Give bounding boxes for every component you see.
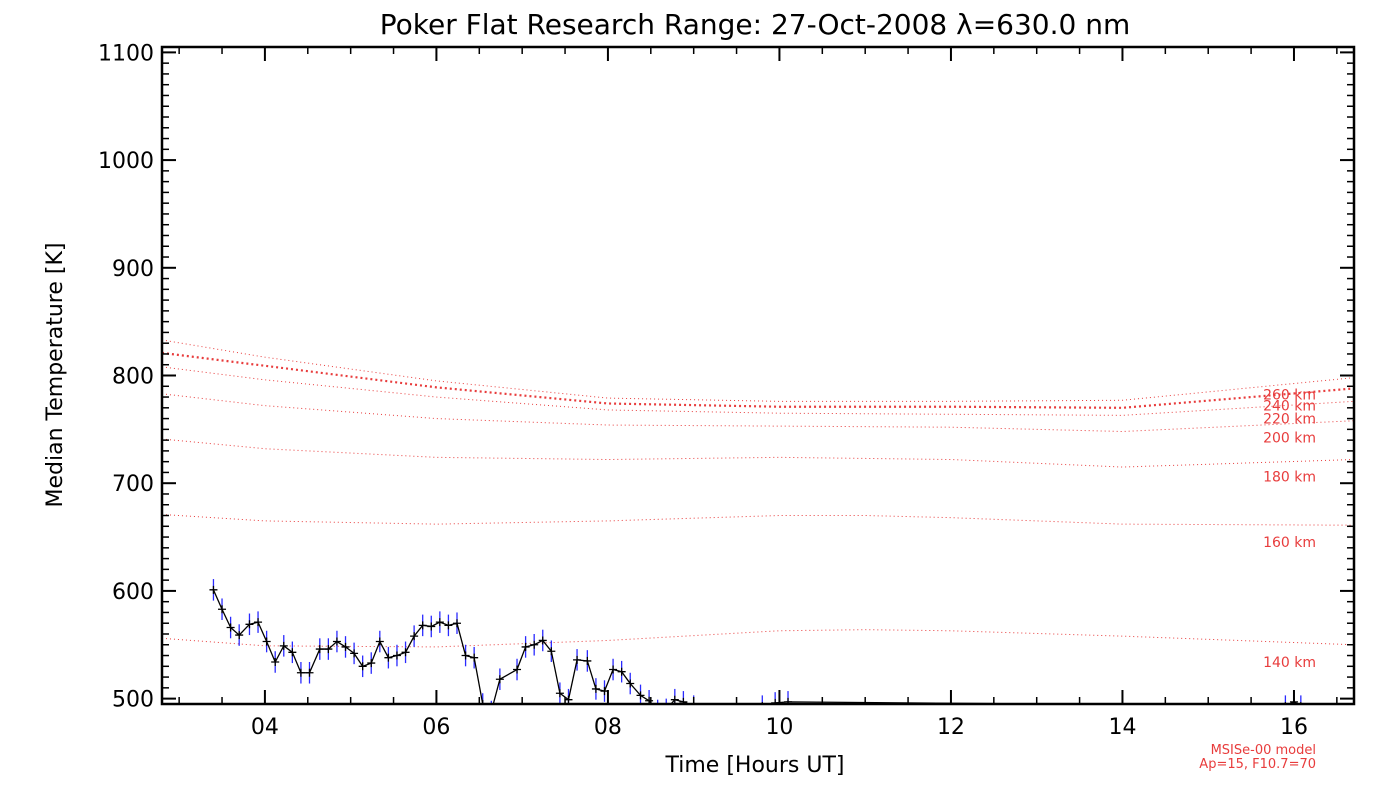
- x-axis-label: Time [Hours UT]: [665, 753, 845, 778]
- x-tick-label: 04: [251, 715, 279, 740]
- model-label-220-km: 220 km: [1263, 411, 1316, 427]
- data-point: [401, 648, 410, 657]
- data-point: [209, 585, 218, 594]
- x-tick-label: 10: [765, 715, 793, 740]
- data-point: [305, 668, 314, 677]
- data-point: [583, 656, 592, 665]
- data-point: [452, 619, 461, 628]
- data-point: [636, 691, 645, 700]
- model-curve-240-km: [162, 351, 1354, 409]
- data-point: [513, 665, 522, 674]
- model-curve-180-km: [162, 438, 1354, 468]
- y-tick-label: 1000: [98, 149, 154, 174]
- measured-temperature-line: [212, 589, 1299, 704]
- data-point: [324, 645, 333, 654]
- model-note-line-2: Ap=15, F10.7=70: [1199, 757, 1316, 772]
- x-tick-label: 16: [1280, 715, 1308, 740]
- data-point: [262, 637, 271, 646]
- y-tick-label: 900: [112, 257, 154, 282]
- model-curve-140-km: [162, 629, 1354, 648]
- model-label-160-km: 160 km: [1263, 535, 1316, 551]
- data-point: [392, 651, 401, 660]
- data-point: [670, 695, 679, 704]
- y-tick-label: 600: [112, 580, 154, 605]
- data-point: [271, 657, 280, 666]
- data-point: [555, 689, 564, 698]
- data-point: [384, 653, 393, 662]
- data-point: [444, 621, 453, 630]
- measured-series-layer: [209, 579, 1302, 716]
- model-curve-200-km: [162, 393, 1354, 433]
- data-point: [375, 637, 384, 646]
- data-point: [341, 642, 350, 651]
- data-point: [573, 655, 582, 664]
- y-tick-label: 1100: [98, 41, 154, 66]
- data-point: [654, 706, 662, 714]
- data-point: [235, 631, 244, 640]
- model-label-200-km: 200 km: [1263, 431, 1316, 447]
- x-tick-label: 08: [594, 715, 622, 740]
- data-point: [435, 618, 444, 627]
- data-point: [358, 662, 367, 671]
- data-point: [315, 645, 324, 654]
- data-point: [547, 647, 556, 656]
- model-note-line-1: MSISe-00 model: [1211, 743, 1316, 758]
- data-point: [461, 651, 470, 660]
- y-axis-label: Median Temperature [K]: [43, 243, 68, 508]
- data-point: [418, 621, 427, 630]
- x-tick-label: 14: [1108, 715, 1136, 740]
- model-label-260-km: 260 km: [1263, 388, 1316, 404]
- data-point: [478, 700, 487, 704]
- x-tick-label: 06: [422, 715, 450, 740]
- y-tick-label: 800: [112, 365, 154, 390]
- y-tick-label: 700: [112, 472, 154, 497]
- data-point: [279, 641, 288, 650]
- data-point: [617, 667, 626, 676]
- model-curves-layer: [162, 339, 1354, 648]
- axis-ticks-layer: 04 06 08 10 12 14 16 500 600 700 800 900 1000 1100: [98, 41, 1354, 740]
- data-point: [332, 637, 341, 646]
- data-point: [296, 668, 305, 677]
- data-point: [538, 636, 547, 645]
- data-point: [591, 684, 600, 693]
- data-point: [784, 697, 793, 704]
- chart-title: Poker Flat Research Range: 27-Oct-2008 λ…: [380, 8, 1131, 41]
- data-point: [350, 649, 359, 658]
- model-label-140-km: 140 km: [1263, 655, 1316, 671]
- data-point: [226, 623, 235, 632]
- data-point: [427, 622, 436, 631]
- data-point: [662, 705, 670, 713]
- data-point: [564, 695, 573, 704]
- data-point: [470, 653, 479, 662]
- data-point: [487, 708, 495, 716]
- x-tick-label: 12: [937, 715, 965, 740]
- data-point: [288, 648, 297, 657]
- data-point: [530, 640, 539, 649]
- data-point: [626, 679, 635, 688]
- data-point: [521, 642, 530, 651]
- model-curve-160-km: [162, 513, 1354, 526]
- data-point: [218, 605, 227, 614]
- data-point: [609, 665, 618, 674]
- model-label-180-km: 180 km: [1263, 470, 1316, 486]
- data-point: [245, 620, 254, 629]
- data-point: [367, 659, 376, 668]
- data-point: [410, 632, 419, 641]
- data-point: [495, 675, 504, 684]
- y-tick-label: 500: [112, 688, 154, 713]
- model-curve-260-km: [162, 339, 1354, 402]
- data-point: [254, 618, 263, 627]
- data-point: [679, 697, 688, 704]
- model-label-240-km: 240 km: [1263, 398, 1316, 414]
- model-curve-220-km: [162, 366, 1354, 416]
